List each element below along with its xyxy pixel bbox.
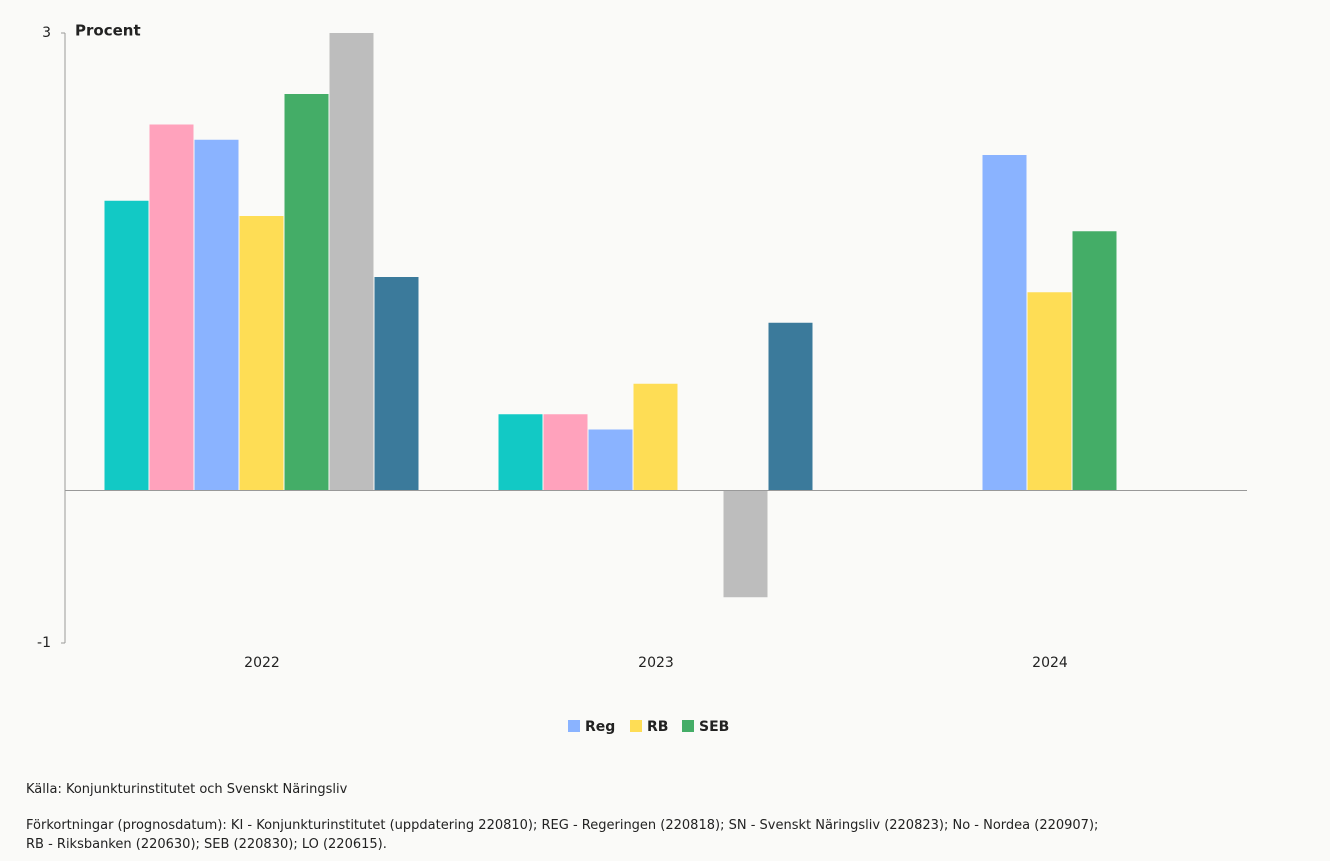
y-tick-label: 3 xyxy=(42,25,51,41)
legend-label: Reg xyxy=(585,719,615,735)
bar xyxy=(149,124,194,491)
legend-swatch xyxy=(682,720,694,732)
bar xyxy=(723,490,768,598)
bar xyxy=(982,155,1027,491)
bar xyxy=(284,94,329,491)
bar xyxy=(104,200,149,491)
note-line: Förkortningar (prognosdatum): KI - Konju… xyxy=(26,818,1099,833)
x-tick-label: 2023 xyxy=(638,655,674,671)
bar xyxy=(588,429,633,491)
bar xyxy=(239,216,284,491)
bar xyxy=(1072,231,1117,491)
bar xyxy=(1027,292,1072,491)
y-tick-label: -1 xyxy=(37,635,51,651)
note-line: RB - Riksbanken (220630); SEB (220830); … xyxy=(26,837,387,852)
source: Källa: Konjunkturinstitutet och Svenskt … xyxy=(26,782,348,797)
bar xyxy=(543,414,588,491)
legend-label: RB xyxy=(647,719,668,735)
legend-label: SEB xyxy=(699,719,729,735)
x-tick-label: 2024 xyxy=(1032,655,1068,671)
bar xyxy=(498,414,543,491)
bar xyxy=(329,33,374,491)
x-tick-label: 2022 xyxy=(244,655,280,671)
bar xyxy=(633,383,678,491)
legend-swatch xyxy=(630,720,642,732)
chart: Procent -1 3 2022 2023 2024 Reg RB SEB xyxy=(37,22,1247,735)
legend-swatch xyxy=(568,720,580,732)
y-axis-label: Procent xyxy=(75,22,141,40)
bar xyxy=(194,139,239,491)
bar xyxy=(768,322,813,491)
bar xyxy=(374,277,419,491)
